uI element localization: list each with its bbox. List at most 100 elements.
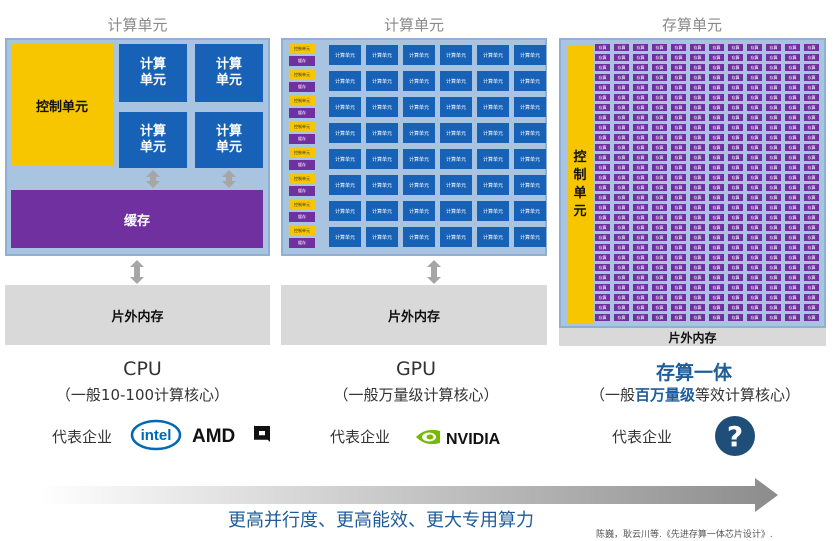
gpu-mini-compute: 计算单元 (477, 227, 509, 247)
pim-cell: 存算 (690, 64, 705, 71)
pim-cell: 存算 (709, 304, 724, 311)
pim-cell: 存算 (785, 154, 800, 161)
pim-cell: 存算 (785, 114, 800, 121)
pim-cell: 存算 (690, 134, 705, 141)
pim-cell: 存算 (614, 84, 629, 91)
pim-cell: 存算 (804, 204, 819, 211)
pim-cell: 存算 (614, 304, 629, 311)
pim-cell: 存算 (766, 64, 781, 71)
pim-cell: 存算 (785, 224, 800, 231)
pim-cell: 存算 (709, 194, 724, 201)
pim-cell: 存算 (652, 304, 667, 311)
pim-cell: 存算 (652, 54, 667, 61)
cpu-compute-label: 计算单元 (139, 124, 166, 155)
pim-cell: 存算 (633, 114, 648, 121)
pim-cell: 存算 (747, 204, 762, 211)
pim-cell: 存算 (747, 234, 762, 241)
pim-cell: 存算 (652, 184, 667, 191)
pim-cell: 存算 (785, 74, 800, 81)
gpu-mini-compute: 计算单元 (329, 227, 361, 247)
footer-citation: 陈巍，耿云川等.《先进存算一体芯片设计》. (596, 530, 773, 540)
pim-cell: 存算 (728, 154, 743, 161)
question-mark: ? (726, 419, 744, 453)
pim-cell: 存算 (766, 204, 781, 211)
cpu-cache-arrow-1 (146, 170, 160, 188)
pim-cell: 存算 (728, 164, 743, 171)
intel-logo-text: intel (141, 427, 172, 444)
pim-cell: 存算 (747, 124, 762, 131)
pim-cell: 存算 (747, 94, 762, 101)
pim-cell: 存算 (709, 184, 724, 191)
pim-cell: 存算 (804, 94, 819, 101)
pim-cell: 存算 (690, 174, 705, 181)
pim-cell: 存算 (652, 314, 667, 321)
pim-cell: 存算 (671, 314, 686, 321)
pim-cell: 存算 (785, 304, 800, 311)
pim-cell: 存算 (614, 104, 629, 111)
pim-cell: 存算 (728, 224, 743, 231)
pim-cell: 存算 (766, 224, 781, 231)
pim-cell: 存算 (785, 314, 800, 321)
pim-cell: 存算 (728, 94, 743, 101)
pim-cell: 存算 (614, 44, 629, 51)
pim-cell: 存算 (766, 234, 781, 241)
pim-cell: 存算 (595, 54, 610, 61)
pim-cell: 存算 (633, 124, 648, 131)
gpu-mini-compute: 计算单元 (329, 123, 361, 143)
pim-cell: 存算 (728, 184, 743, 191)
pim-cell: 存算 (709, 84, 724, 91)
pim-cell: 存算 (766, 174, 781, 181)
pim-cell: 存算 (652, 44, 667, 51)
pim-cell: 存算 (804, 214, 819, 221)
pim-cell: 存算 (766, 194, 781, 201)
pim-cell: 存算 (614, 244, 629, 251)
gpu-mini-compute: 计算单元 (440, 149, 472, 169)
gpu-mini-compute: 计算单元 (477, 149, 509, 169)
pim-cell: 存算 (728, 234, 743, 241)
gpu-mini-compute: 计算单元 (514, 227, 546, 247)
pim-cell: 存算 (595, 74, 610, 81)
amd-logo: AMD (192, 424, 272, 447)
pim-cell: 存算 (633, 74, 648, 81)
gpu-mini-compute: 计算单元 (440, 227, 472, 247)
gpu-mini-compute: 计算单元 (440, 123, 472, 143)
pim-cell: 存算 (671, 194, 686, 201)
pim-cell: 存算 (671, 84, 686, 91)
pim-rep-label: 代表企业 (612, 428, 673, 446)
pim-cell: 存算 (766, 244, 781, 251)
pim-cell: 存算 (804, 84, 819, 91)
pim-cell: 存算 (709, 74, 724, 81)
pim-cell: 存算 (747, 184, 762, 191)
pim-cell: 存算 (766, 274, 781, 281)
pim-cell: 存算 (785, 104, 800, 111)
pim-control-label: 控制单元 (573, 150, 587, 219)
pim-cell: 存算 (728, 74, 743, 81)
pim-cell: 存算 (785, 94, 800, 101)
pim-cell: 存算 (671, 114, 686, 121)
pim-cell: 存算 (804, 254, 819, 261)
pim-cell: 存算 (804, 314, 819, 321)
pim-cell: 存算 (652, 144, 667, 151)
pim-cell: 存算 (766, 214, 781, 221)
pim-cell: 存算 (709, 254, 724, 261)
nvidia-logo-text: NVIDIA (446, 431, 501, 448)
pim-cell: 存算 (804, 304, 819, 311)
pim-cell: 存算 (728, 174, 743, 181)
pim-cell: 存算 (614, 124, 629, 131)
gpu-mini-control: 控制单元 (289, 96, 315, 106)
pim-cell: 存算 (785, 294, 800, 301)
pim-cell: 存算 (671, 54, 686, 61)
cpu-memory-arrow (130, 260, 144, 284)
pim-cell: 存算 (804, 164, 819, 171)
pim-cell: 存算 (614, 114, 629, 121)
cpu-panel: 控制单元 计算单元 计算单元 计算单元 计算单元 缓存 (5, 38, 270, 256)
pim-cell: 存算 (652, 74, 667, 81)
pim-cell: 存算 (709, 244, 724, 251)
pim-cell: 存算 (728, 134, 743, 141)
cpu-rep-label: 代表企业 (52, 428, 113, 446)
gpu-mini-compute: 计算单元 (329, 175, 361, 195)
pim-cell: 存算 (652, 164, 667, 171)
pim-cell: 存算 (747, 134, 762, 141)
pim-cell: 存算 (766, 254, 781, 261)
pim-cell: 存算 (595, 274, 610, 281)
